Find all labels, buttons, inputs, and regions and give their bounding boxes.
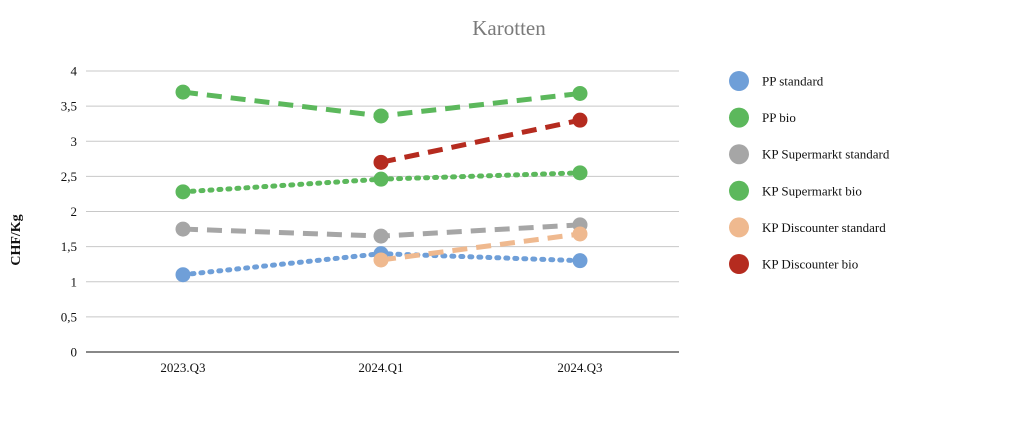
legend-item: KP Supermarkt standard: [729, 144, 890, 165]
data-point: [175, 221, 191, 237]
y-tick-label: 2,5: [61, 169, 77, 184]
y-tick-label: 0: [71, 345, 78, 360]
series-markers-3: [175, 165, 588, 200]
data-point: [572, 112, 588, 128]
data-point: [572, 226, 588, 242]
y-tick-label: 0,5: [61, 309, 77, 324]
x-tick-label: 2024.Q1: [358, 360, 403, 375]
legend-label: PP bio: [762, 110, 796, 125]
legend-label: KP Discounter standard: [762, 220, 886, 235]
data-point: [572, 85, 588, 101]
y-tick-label: 4: [71, 64, 78, 79]
data-point: [175, 184, 191, 200]
legend-item: PP standard: [729, 71, 824, 91]
series-4: [380, 231, 581, 263]
data-point: [373, 154, 389, 170]
data-point: [572, 165, 588, 181]
series-markers-4: [373, 226, 588, 268]
y-tick-label: 1,5: [61, 239, 77, 254]
data-point: [175, 84, 191, 100]
data-point: [373, 108, 389, 124]
data-point: [373, 228, 389, 244]
y-tick-label: 1: [71, 274, 78, 289]
legend-marker: [729, 180, 749, 201]
x-tick-label: 2023.Q3: [160, 360, 205, 375]
data-point: [572, 253, 588, 269]
legend-item: KP Discounter standard: [729, 217, 886, 238]
legend-marker: [729, 144, 749, 165]
data-point: [373, 171, 389, 187]
data-point: [175, 267, 191, 283]
legend-marker: [729, 107, 749, 128]
legend-marker: [729, 217, 749, 238]
data-point: [373, 252, 389, 268]
chart-title: Karotten: [472, 16, 546, 40]
y-tick-label: 2: [71, 204, 78, 219]
series-5: [380, 117, 581, 165]
legend-label: PP standard: [762, 74, 824, 89]
y-tick-label: 3: [71, 134, 78, 149]
legend-item: KP Supermarkt bio: [729, 180, 862, 201]
gridlines: [86, 70, 679, 318]
x-tick-label: 2024.Q3: [557, 360, 602, 375]
legend-item: PP bio: [729, 107, 796, 128]
y-axis-title: CHF/Kg: [9, 214, 24, 265]
legend-label: KP Supermarkt standard: [762, 147, 890, 162]
axes: 0 0,5 1 1,5 2 2,5 3 3,5 4 2023.Q3 2024.Q1 2024.Q3: [61, 64, 679, 375]
legend-item: KP Discounter bio: [729, 254, 858, 274]
series-line: [380, 117, 581, 165]
series-markers-5: [373, 112, 588, 170]
legend-marker: [729, 71, 749, 91]
series-line: [380, 231, 581, 263]
legend-marker: [729, 254, 749, 274]
legend: PP standard PP bio KP Supermarkt standard K…: [729, 71, 890, 274]
series-layer: [175, 84, 588, 283]
legend-label: KP Supermarkt bio: [762, 183, 862, 198]
series-markers-1: [175, 84, 588, 124]
legend-label: KP Discounter bio: [762, 257, 858, 272]
y-tick-label: 3,5: [61, 99, 77, 114]
